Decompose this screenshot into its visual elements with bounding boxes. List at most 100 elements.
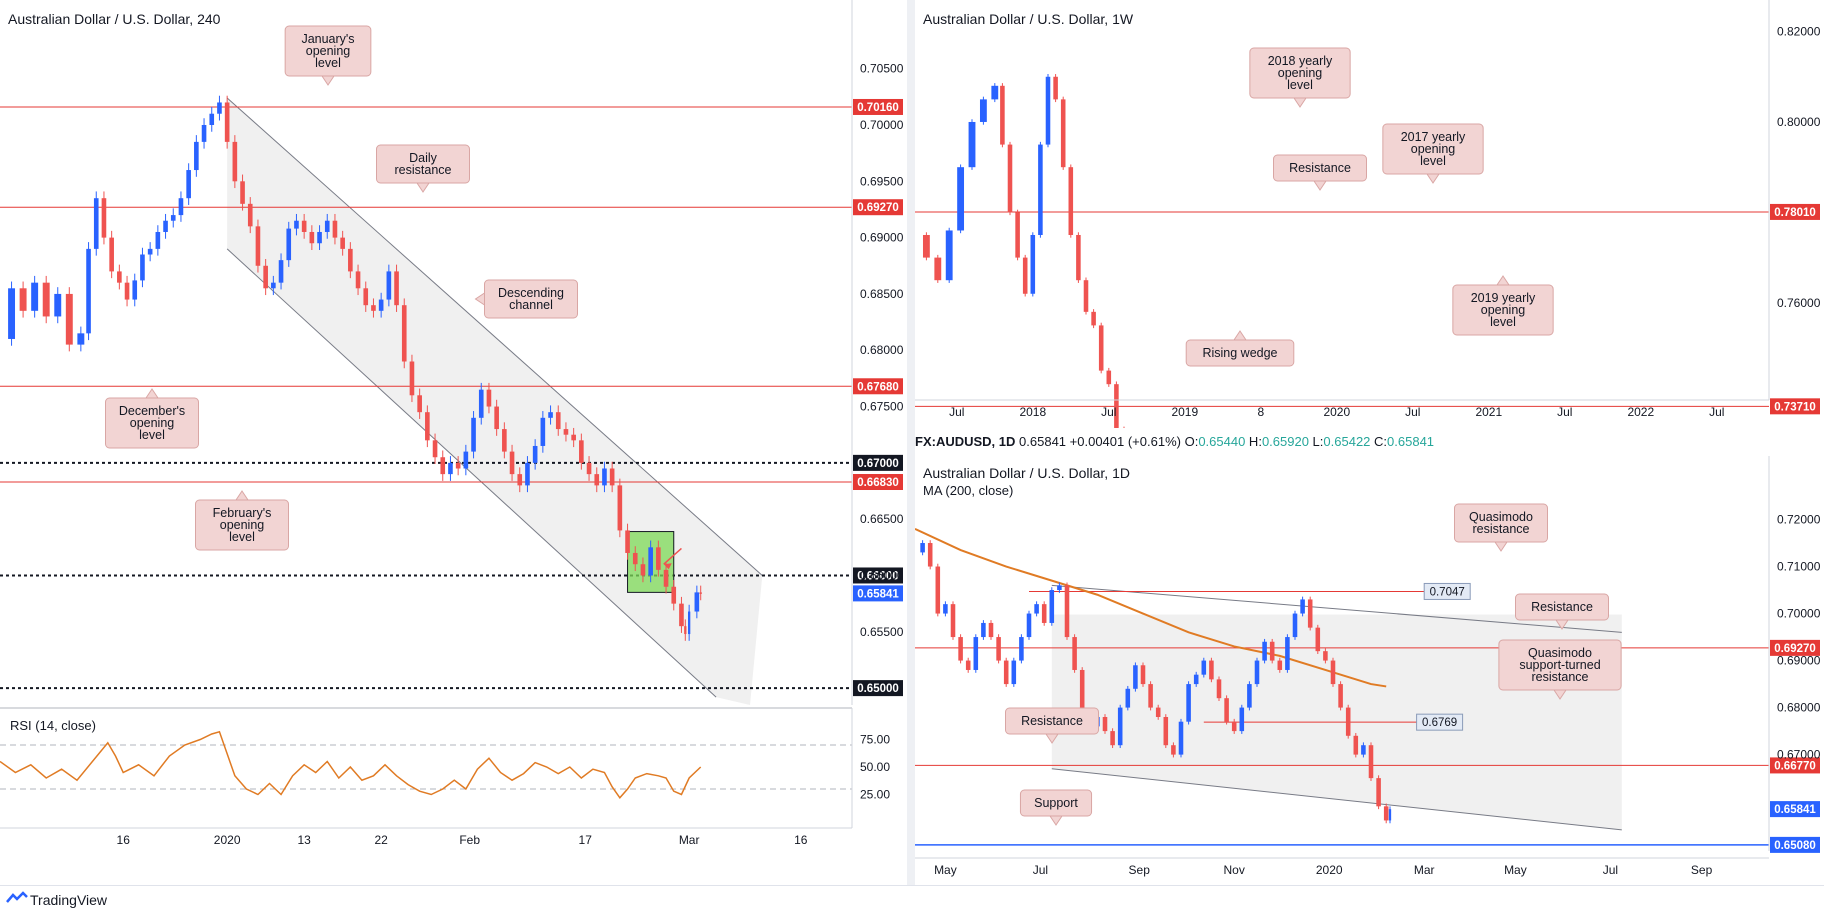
daily-candle [981, 622, 986, 638]
daily-candle [1300, 599, 1305, 614]
weekly-chart-panel[interactable]: 0.780100.737100.719900.704200.820000.800… [915, 0, 1824, 428]
h4-chart-title: Australian Dollar / U.S. Dollar, 240 [8, 11, 221, 27]
y-tick-label: 0.82000 [1777, 25, 1821, 39]
last-price: 0.65841 [1019, 434, 1067, 449]
current-price-tag-bg [1770, 801, 1820, 818]
level-price-tag: 0.67000 [857, 458, 899, 470]
daily-candle [1049, 590, 1055, 623]
note-qm-sup-res: Quasimodo [1528, 646, 1592, 660]
daily-candle [1383, 806, 1389, 821]
note-2017-open: opening [1411, 142, 1456, 156]
x-tick-label: 2018 [1019, 405, 1046, 419]
h4-candle [54, 293, 62, 317]
daily-chart[interactable]: 0.69270 0.66770 0.65080 0.7047 0.6769 0.72000… [915, 456, 1824, 885]
h4-candle [656, 547, 661, 570]
y-tick-label: 0.66500 [860, 512, 904, 526]
h4-candle [394, 271, 399, 306]
h4-candle [163, 220, 168, 232]
h4-candle [532, 445, 538, 463]
weekly-candle [1053, 76, 1058, 100]
h4-chart-panel[interactable]: 0.70160 0.69270 0.67680 0.67000 0.66830 0.660… [0, 0, 906, 858]
daily-candle [1201, 660, 1207, 675]
h4-candle [386, 271, 392, 300]
daily-candle [1041, 604, 1047, 623]
daily-candle [1186, 684, 1191, 722]
x-tick-label: Nov [1224, 863, 1245, 877]
weekly-chart[interactable]: 0.780100.737100.719900.704200.820000.800… [915, 0, 1824, 428]
h4-candle [155, 231, 161, 249]
daily-candle [1125, 688, 1131, 708]
note-rising-wedge: Rising wedge [1202, 346, 1277, 360]
h4-candle [294, 220, 299, 229]
rsi-line [0, 730, 702, 800]
level-price-tag: 0.65000 [857, 683, 899, 695]
h4-candle [286, 228, 292, 261]
daily-candle [958, 637, 963, 661]
h4-candle [579, 440, 584, 463]
note-2019-open: opening [1481, 303, 1526, 317]
daily-candle [973, 637, 979, 670]
footer-bar: TradingView [0, 885, 1824, 912]
rsi-y-tick-label: 75.00 [860, 733, 890, 747]
h4-chart[interactable]: 0.70160 0.69270 0.67680 0.67000 0.66830 0.660… [0, 0, 906, 858]
daily-candle [1011, 660, 1017, 685]
level-price-tag-bg [853, 98, 903, 115]
level-price-tag-bg [853, 454, 903, 471]
weekly-candle [1000, 85, 1005, 145]
daily-candle [1231, 721, 1237, 732]
panel-separator-vertical[interactable] [907, 0, 915, 885]
note-2018-open: level [1287, 78, 1313, 92]
level-price-tag-bg [853, 567, 903, 584]
h4-candle [687, 611, 691, 635]
h4-candle [625, 530, 630, 553]
tradingview-logo-icon[interactable] [6, 891, 28, 905]
h4-candle [509, 451, 515, 475]
h4-candle [425, 412, 430, 441]
h4-candle [209, 113, 215, 125]
h4-candle [371, 305, 376, 311]
daily-candle [1388, 809, 1392, 821]
note-feb-open-pointer [235, 490, 249, 501]
y-tick-label: 0.68000 [1777, 701, 1821, 715]
note-resistance-pointer [1555, 619, 1569, 630]
level-price-tag: 0.66000 [857, 570, 899, 582]
y-tick-label: 0.72000 [1777, 513, 1821, 527]
level-price-tag: 0.73710 [1774, 401, 1816, 413]
h4-candle [540, 417, 546, 446]
daily-candle [1057, 585, 1062, 591]
h4-candle [471, 417, 476, 452]
weekly-candle [1045, 76, 1051, 145]
daily-candle [1026, 613, 1032, 638]
daily-candle [996, 637, 1001, 661]
daily-candle [1140, 665, 1146, 685]
daily-candle [950, 604, 956, 638]
daily-chart-panel[interactable]: 0.69270 0.66770 0.65080 0.7047 0.6769 0.72000… [915, 456, 1824, 885]
note-feb-open: level [229, 530, 255, 544]
note-dec-open: level [139, 428, 165, 442]
h4-candle [699, 592, 702, 594]
weekly-candle [979, 99, 987, 122]
note-2018-open: 2018 yearly [1268, 54, 1333, 68]
daily-candle [1102, 716, 1108, 732]
y-tick-label: 0.68500 [860, 287, 904, 301]
h4-candle [694, 592, 700, 612]
note-desc-channel: channel [509, 298, 553, 312]
weekly-candle [1007, 144, 1013, 213]
note-qm-sup-res: resistance [1532, 670, 1589, 684]
h4-candle [679, 603, 684, 627]
h4-candle [363, 288, 369, 306]
short-level-tag: 0.6769 [1422, 717, 1457, 729]
h4-candle [517, 474, 523, 486]
tradingview-brand[interactable]: TradingView [30, 892, 108, 908]
h4-candle [8, 288, 16, 339]
h4-candle [77, 333, 85, 345]
note-resistance-pointer [1313, 180, 1327, 191]
daily-candle [1224, 698, 1229, 722]
h4-candle [548, 412, 553, 418]
level-price-tag: 0.67680 [857, 381, 899, 393]
h4-candle [42, 282, 50, 317]
h4-candle [255, 226, 261, 266]
daily-candle [927, 543, 933, 567]
note-2019-open: 2019 yearly [1471, 291, 1536, 305]
h4-candle [440, 457, 446, 475]
